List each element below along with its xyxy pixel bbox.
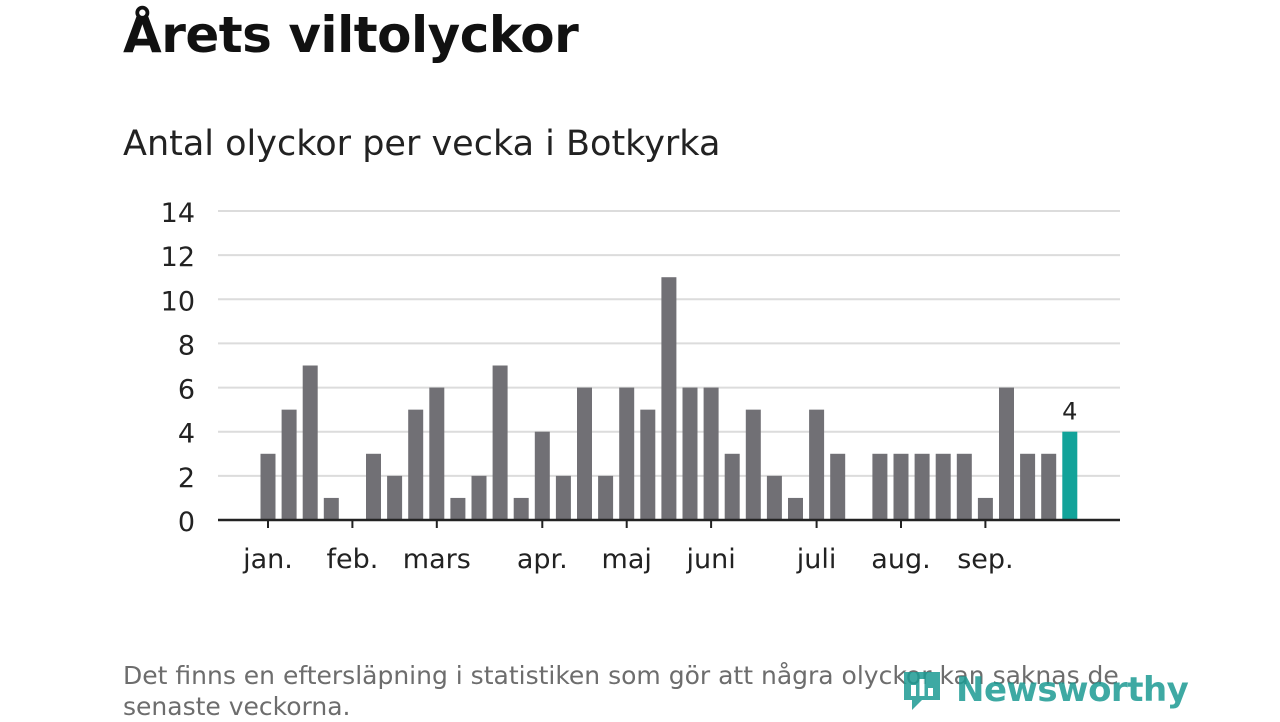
x-tick-label: maj <box>602 544 652 575</box>
y-tick-label: 4 <box>178 419 195 450</box>
bar <box>893 453 909 520</box>
bar <box>534 431 550 520</box>
bar <box>935 453 951 520</box>
bar <box>766 475 782 520</box>
y-tick-label: 8 <box>178 330 195 361</box>
bar <box>914 453 930 520</box>
chart-title: Årets viltolyckor <box>123 6 579 64</box>
x-tick-label: jan. <box>242 544 293 575</box>
bar <box>872 453 888 520</box>
bar <box>682 387 698 520</box>
y-tick-label: 2 <box>178 463 195 494</box>
bar <box>999 387 1014 520</box>
bars <box>260 277 1078 520</box>
bar <box>724 453 740 520</box>
y-axis-ticks: 0 2 4 6 8 10 12 14 <box>161 198 195 538</box>
bar <box>703 387 719 520</box>
x-axis-ticks: jan. feb. mars apr. maj juni juli aug. sep. <box>242 520 1014 575</box>
bar <box>366 453 381 520</box>
bar <box>977 497 993 520</box>
bar <box>619 387 635 520</box>
chart-subtitle: Antal olyckor per vecka i Botkyrka <box>123 124 721 164</box>
x-tick-label: juni <box>685 544 735 575</box>
bar <box>1020 453 1036 520</box>
bar <box>1041 453 1057 520</box>
bar <box>555 475 571 520</box>
footnote: Det finns en eftersläpning i statistiken… <box>123 661 1119 721</box>
bar <box>830 453 846 520</box>
data-labels: 4 <box>1062 398 1077 426</box>
x-tick-label: juli <box>796 544 837 575</box>
bar <box>302 365 318 520</box>
bar <box>640 409 656 520</box>
bar <box>408 409 424 520</box>
bar <box>260 453 276 520</box>
bar <box>387 475 403 520</box>
y-tick-label: 14 <box>161 198 195 229</box>
bar <box>809 409 825 520</box>
bar <box>661 277 677 520</box>
bar <box>450 497 466 520</box>
bar <box>323 497 339 520</box>
x-tick-label: aug. <box>871 544 930 575</box>
y-tick-label: 10 <box>161 286 195 317</box>
bar <box>577 387 592 520</box>
x-tick-label: mars <box>403 544 471 575</box>
y-tick-label: 6 <box>178 375 195 406</box>
brand: Newsworthy <box>900 668 1189 712</box>
bar <box>956 453 972 520</box>
bar <box>471 475 487 520</box>
bar <box>281 409 297 520</box>
bar <box>492 365 508 520</box>
y-tick-label: 0 <box>178 507 195 538</box>
x-tick-label: apr. <box>517 544 568 575</box>
bar <box>788 497 803 520</box>
bar-highlight <box>1062 431 1078 520</box>
y-tick-label: 12 <box>161 242 195 273</box>
newsworthy-logo-icon <box>904 672 940 710</box>
bar-chart: 0 2 4 6 8 10 12 14 jan. feb. mars apr. maj juni juli a… <box>161 198 1120 575</box>
bar <box>745 409 761 520</box>
brand-name: Newsworthy <box>956 670 1189 710</box>
x-tick-label: sep. <box>957 544 1013 575</box>
bar <box>513 497 529 520</box>
data-label-highlight: 4 <box>1062 398 1077 426</box>
bar <box>429 387 445 520</box>
bar <box>598 475 614 520</box>
x-tick-label: feb. <box>326 544 378 575</box>
